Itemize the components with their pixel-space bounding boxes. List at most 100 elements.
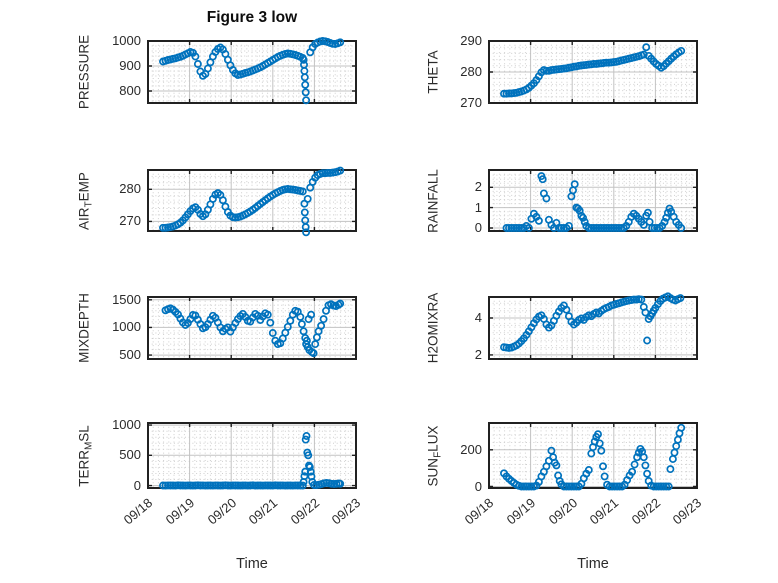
data-point-marker [263,310,272,319]
sun_flux-xtick-09/22: 09/22 [628,495,664,528]
data-point-marker [660,217,669,226]
data-point-marker [554,224,563,232]
sun_flux-xtick-09/20: 09/20 [545,495,580,528]
data-point-marker [510,224,518,232]
data-point-marker [594,430,602,439]
data-point-marker [505,89,513,98]
pressure-ylabel-part: PRESSURE [76,34,92,110]
air_temp-ylabel-part: AIR [76,206,92,230]
data-point-marker [643,208,652,217]
data-point-marker [580,217,589,226]
data-point-marker [639,50,648,59]
air_temp-ytick-280: 280 [119,181,141,197]
data-point-marker [607,224,616,232]
data-point-marker [336,38,345,47]
rainfall-ytick-0: 0 [474,219,482,235]
data-point-marker [253,481,262,490]
data-point-marker [613,482,622,491]
data-point-marker [584,466,593,474]
pressure-ytick-1000: 1000 [112,33,141,48]
data-point-marker [614,224,623,232]
data-point-marker [605,482,614,491]
data-point-marker [302,228,311,237]
terr_msl-ylabel-part: M [83,441,95,450]
sun_flux-xtick-09/21: 09/21 [586,495,622,528]
data-point-marker [309,349,318,358]
terr_msl-ylabel: TERRMSL [76,425,95,487]
data-point-marker [597,224,606,232]
sun_flux-xtick-09/18: 09/18 [462,495,497,528]
data-point-marker [527,482,536,491]
mixdepth-ytick-500: 500 [119,347,141,363]
data-point-marker [628,467,637,476]
data-point-marker [300,73,309,82]
data-point-marker [273,481,282,490]
data-point-marker [519,482,528,491]
data-point-marker [648,224,657,232]
pressure-ylabel: PRESSURE [77,35,92,109]
data-point-marker [677,46,686,55]
terr_msl-xtick-09/20: 09/20 [204,495,239,528]
sun_flux-ytick-200: 200 [460,441,482,457]
rainfall-ytick-1: 1 [474,199,482,215]
data-point-marker [600,472,609,481]
data-point-marker [336,166,345,175]
terr_msl-ylabel-part: TERR [76,449,92,487]
x-axis-label-left: Time [236,556,268,572]
data-point-marker [662,482,671,491]
terr_msl-ytick-0: 0 [133,477,141,493]
data-point-marker [562,305,571,314]
data-point-marker [562,482,571,491]
data-point-marker [557,224,566,232]
h2omixra-ytick-4: 4 [474,310,482,326]
data-point-marker [564,221,573,230]
data-point-marker [517,482,526,491]
theta-ylabel: THETA [426,50,441,93]
data-point-marker [505,224,513,232]
mixdepth-ytick-1500: 1500 [112,291,141,307]
data-point-marker [589,224,598,232]
data-point-marker [305,463,314,472]
h2omixra-ylabel-part: H2OMIXRA [425,292,441,364]
data-point-marker [552,461,561,470]
sun_flux-ytick-0: 0 [474,478,482,494]
data-point-marker [302,96,311,105]
data-point-marker [668,455,677,463]
data-point-marker [542,66,551,75]
data-point-marker [641,461,650,470]
data-point-marker [567,482,576,491]
data-point-marker [307,310,316,319]
data-point-marker [637,295,646,304]
data-point-marker [268,329,277,337]
terr_msl-xtick-09/23: 09/23 [329,495,364,528]
theta-ylabel-part: THETA [425,50,441,94]
data-point-marker [301,435,310,444]
data-point-marker [570,180,579,189]
data-point-marker [559,482,568,491]
mixdepth-ylabel-part: MIXDEPTH [76,293,92,363]
data-point-marker [283,481,292,490]
x-axis-label-right: Time [577,556,609,572]
data-point-marker [599,224,608,232]
pressure-plot-area [147,37,357,105]
mixdepth-plot-area [147,296,357,360]
mixdepth-ytick-1000: 1000 [112,319,141,335]
data-point-marker [298,481,307,490]
pressure-ytick-900: 900 [119,58,141,73]
data-point-marker [293,481,302,490]
data-point-marker [677,423,686,432]
data-point-marker [594,224,603,232]
data-point-marker [311,340,320,349]
data-point-marker [231,481,240,490]
h2omixra-plot-area [488,292,698,360]
data-point-marker [296,312,305,321]
data-point-marker [564,482,573,491]
data-point-marker [300,208,309,217]
data-point-marker [639,220,648,229]
sun_flux-ylabel-part: LUX [425,425,441,452]
data-point-marker [299,55,308,64]
data-point-marker [676,294,685,303]
data-point-marker [524,482,533,491]
terr_msl-ytick-1000: 1000 [112,417,141,433]
air_temp-ylabel-part: EMP [76,171,92,201]
